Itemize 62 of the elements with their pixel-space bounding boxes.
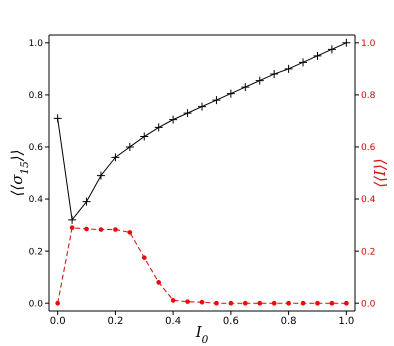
x-tick-label: 0.8 — [280, 316, 297, 328]
point — [270, 70, 279, 79]
x-tick-label: 0.6 — [222, 316, 239, 328]
point — [156, 280, 161, 285]
y-tick-label: 0.2 — [28, 247, 43, 258]
y2-tick-label: 0.8 — [361, 91, 376, 102]
x-tick-label: 1.0 — [338, 316, 354, 328]
point — [344, 300, 349, 306]
point — [312, 51, 322, 60]
point — [286, 300, 291, 306]
point — [255, 76, 264, 86]
point — [168, 115, 178, 124]
point — [70, 225, 74, 230]
x-tick-label: 0.0 — [50, 316, 66, 328]
point — [98, 227, 104, 232]
point — [214, 300, 219, 306]
point — [140, 132, 149, 142]
point — [170, 298, 176, 303]
y-tick-label: 0.6 — [28, 143, 44, 154]
point — [284, 64, 294, 74]
x-tick-label: 0.4 — [165, 316, 182, 328]
point — [226, 89, 236, 98]
point — [272, 300, 276, 306]
x-tick-label: 0.2 — [107, 316, 124, 328]
point — [125, 142, 134, 152]
y2-tick-label: 0.6 — [361, 143, 376, 154]
point — [55, 300, 60, 306]
x-axis-title: I$_{0}$ — [194, 323, 209, 346]
point — [84, 226, 89, 232]
y-tick-label: 1.0 — [28, 39, 44, 50]
y2-tick-label: 1.0 — [361, 39, 376, 50]
point — [240, 82, 250, 92]
y-tick-label: 0.4 — [28, 195, 44, 206]
point — [330, 300, 334, 306]
point — [82, 197, 92, 206]
point — [113, 227, 118, 232]
y-tick-label: 0.0 — [28, 299, 44, 310]
point — [327, 44, 336, 54]
point — [110, 152, 120, 162]
y2-tick-label: 0.2 — [361, 247, 376, 258]
point — [243, 300, 248, 306]
point — [53, 114, 62, 123]
point — [142, 255, 147, 260]
y2-tick-label: 0.4 — [361, 195, 376, 206]
y2-tick-label: 0.0 — [361, 299, 376, 310]
point — [128, 230, 132, 235]
point — [96, 171, 106, 180]
point — [257, 300, 262, 306]
point — [185, 299, 190, 304]
point — [198, 102, 206, 112]
point — [68, 215, 77, 224]
point — [200, 300, 204, 304]
point — [228, 300, 234, 306]
y-tick-label: 0.8 — [28, 91, 44, 102]
point — [300, 300, 306, 306]
point — [342, 38, 351, 48]
point — [298, 58, 308, 67]
point — [154, 122, 164, 132]
y2-axis-title: ⟨⟨I⟩⟩ — [371, 158, 389, 188]
point — [315, 300, 320, 306]
point — [183, 108, 192, 118]
point — [212, 96, 221, 105]
